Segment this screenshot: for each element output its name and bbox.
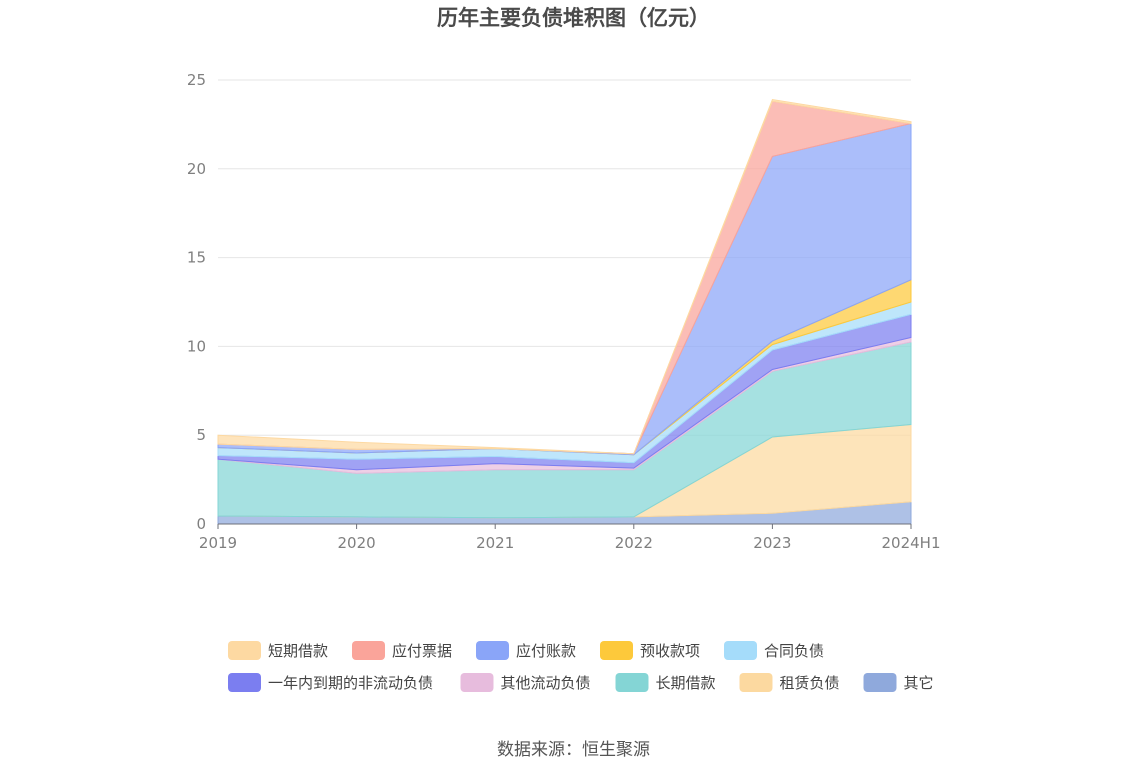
legend-item[interactable]: 其他流动负债 (460, 673, 591, 692)
legend-item[interactable]: 合同负债 (724, 641, 824, 660)
x-tick-label: 2020 (338, 534, 376, 552)
legend-swatch (476, 641, 509, 660)
legend-item[interactable]: 长期借款 (615, 673, 716, 692)
legend-swatch (739, 673, 773, 692)
legend-item[interactable]: 一年内到期的非流动负债 (228, 673, 433, 692)
legend-swatch (352, 641, 385, 660)
legend-label: 其它 (904, 674, 934, 692)
y-tick-label: 25 (187, 71, 206, 89)
legend-swatch (460, 673, 494, 692)
legend-label: 短期借款 (268, 642, 328, 660)
legend-item[interactable]: 其它 (863, 673, 934, 692)
legend-item[interactable]: 预收款项 (600, 641, 700, 660)
y-tick-label: 15 (187, 249, 206, 267)
x-tick-label: 2021 (476, 534, 514, 552)
legend-swatch (228, 673, 261, 692)
legend-label: 应付票据 (392, 642, 452, 660)
legend-label: 预收款项 (640, 642, 700, 660)
x-tick-label: 2024H1 (882, 534, 941, 552)
legend-swatch (724, 641, 757, 660)
area-series-短期借款 (217, 98, 912, 455)
legend-label: 其他流动负债 (501, 674, 591, 692)
legend-swatch (600, 641, 633, 660)
axis-layer: 0 5 10 15 20 25 2019 2020 2021 2022 2023 2024H1 (187, 71, 941, 552)
y-tick-label: 5 (196, 426, 206, 444)
legend-item[interactable]: 租赁负债 (739, 673, 840, 692)
x-tick-label: 2023 (753, 534, 791, 552)
legend-swatch (615, 673, 649, 692)
x-tick-label: 2019 (199, 534, 237, 552)
legend-label: 合同负债 (764, 642, 824, 660)
legend-swatch (863, 673, 897, 692)
legend-label: 一年内到期的非流动负债 (268, 674, 433, 692)
y-tick-label: 20 (187, 160, 206, 178)
chart-title: 历年主要负债堆积图（亿元） (437, 6, 710, 30)
data-source-note: 数据来源：恒生聚源 (497, 740, 650, 760)
y-tick-label: 10 (187, 337, 206, 355)
legend-label: 应付账款 (516, 642, 576, 660)
legend-item[interactable]: 应付账款 (476, 641, 576, 660)
legend-swatch (228, 641, 261, 660)
legend-item[interactable]: 短期借款 (228, 641, 328, 660)
x-tick-label: 2022 (615, 534, 653, 552)
area-layer (217, 98, 912, 525)
y-tick-label: 0 (196, 515, 206, 533)
legend-item[interactable]: 应付票据 (352, 641, 452, 660)
legend-label: 长期借款 (656, 674, 716, 692)
legend-label: 租赁负债 (780, 674, 840, 692)
